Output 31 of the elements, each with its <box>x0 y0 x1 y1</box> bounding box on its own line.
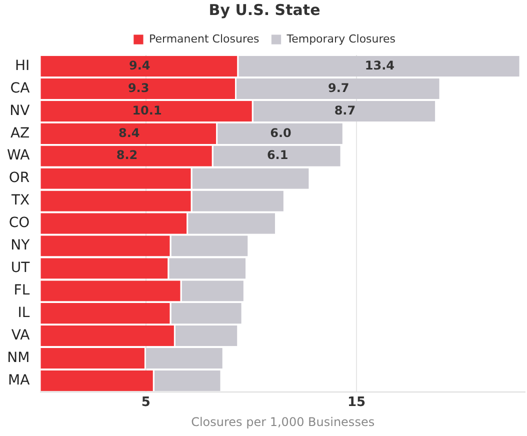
y-tick-label: VA <box>11 327 30 344</box>
y-tick-label: OR <box>8 170 30 186</box>
x-tick-label: 15 <box>347 395 366 410</box>
y-tick-label: AZ <box>10 125 30 142</box>
data-label: 8.7 <box>334 103 356 118</box>
data-label: 9.4 <box>128 58 150 72</box>
chart-title: By U.S. State <box>208 0 320 19</box>
data-label: 6.0 <box>270 126 292 140</box>
x-axis-title: Closures per 1,000 Businesses <box>191 414 375 429</box>
data-label: 8.2 <box>116 148 138 162</box>
data-label: 9.7 <box>328 80 350 95</box>
y-tick-label: TX <box>10 192 30 209</box>
y-tick-label: CO <box>8 215 30 232</box>
y-tick-label: IL <box>18 305 30 322</box>
data-label: 10.1 <box>132 103 162 118</box>
data-label: 8.4 <box>118 126 140 140</box>
y-tick-label: NY <box>10 238 30 254</box>
y-tick-label: FL <box>14 282 30 299</box>
y-tick-label: CA <box>10 80 30 96</box>
y-tick-label: HI <box>15 58 30 74</box>
y-tick-label: UT <box>10 260 30 276</box>
y-tick-label: NM <box>7 350 30 366</box>
legend-label: Permanent Closures <box>148 32 260 46</box>
legend-label: Temporary Closures <box>286 32 396 46</box>
y-tick-label: MA <box>8 372 30 388</box>
y-tick-label: NV <box>10 102 30 119</box>
y-tick-label: WA <box>7 148 30 164</box>
data-label: 13.4 <box>364 58 394 72</box>
data-label: 6.1 <box>266 148 288 162</box>
data-label: 9.3 <box>128 80 150 95</box>
x-tick-label: 5 <box>141 395 150 410</box>
